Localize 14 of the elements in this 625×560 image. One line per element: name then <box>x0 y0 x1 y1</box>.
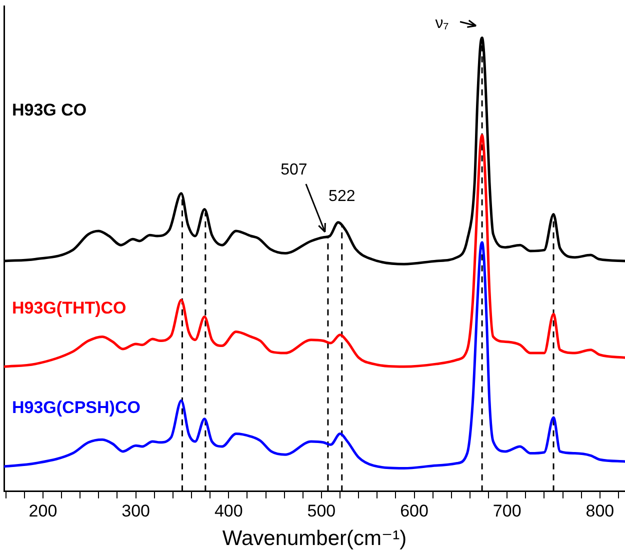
series-label: H93G(THT)CO <box>12 298 126 318</box>
annotation: 522 <box>328 188 356 205</box>
x-tick-label: 700 <box>492 501 522 520</box>
annotation: ν₇ <box>435 15 449 32</box>
x-tick-label: 300 <box>122 501 150 520</box>
x-tick-label: 500 <box>307 501 336 520</box>
text: H93G CO <box>12 100 87 120</box>
x-tick-label: 200 <box>28 501 58 520</box>
x-tick-label: 400 <box>214 501 243 520</box>
x-tick-label: 600 <box>400 501 428 520</box>
x-tick-label: 800 <box>586 501 614 520</box>
annotation: 507 <box>280 161 308 178</box>
x-axis-title: Wavenumber(cm⁻¹) <box>222 527 407 550</box>
series-label: H93G(CPSH)CO <box>12 398 140 418</box>
